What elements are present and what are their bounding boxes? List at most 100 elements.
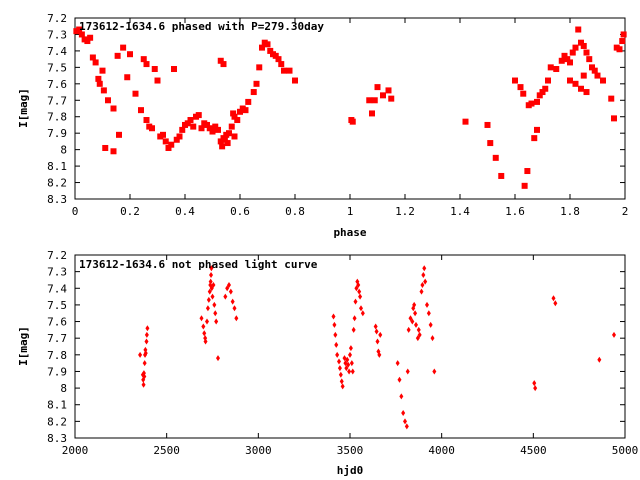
phased-data-point	[611, 115, 617, 122]
phased-x-tick-label: 0	[72, 205, 79, 218]
phased-x-tick-label: 1.4	[450, 205, 470, 218]
phased-y-tick-label: 8.3	[47, 193, 67, 206]
phased-data-point	[366, 97, 373, 104]
phased-data-point	[92, 59, 99, 66]
unphased-data-point	[419, 288, 424, 295]
unphased-data-point	[344, 365, 349, 372]
unphased-y-tick-label: 8.2	[47, 415, 67, 428]
phased-y-tick-label: 8.2	[47, 177, 67, 190]
unphased-data-point	[205, 318, 209, 325]
unphased-data-point	[397, 376, 402, 383]
unphased-data-points	[138, 265, 616, 430]
unphased-data-point	[353, 298, 358, 305]
phased-data-point	[184, 120, 191, 127]
phased-data-point	[237, 108, 243, 115]
phased-data-point	[542, 85, 549, 92]
unphased-data-point	[412, 301, 417, 308]
unphased-data-point	[230, 298, 235, 305]
phased-data-point	[165, 144, 172, 151]
phased-data-point	[591, 67, 598, 74]
phased-data-point	[578, 85, 584, 92]
phased-data-point	[567, 59, 573, 66]
unphased-x-tick-label: 5000	[612, 444, 639, 457]
unphased-data-point	[428, 321, 433, 328]
phased-data-point	[517, 84, 524, 91]
phased-data-point	[524, 168, 531, 175]
phased-data-point	[219, 143, 226, 150]
unphased-data-point	[209, 271, 214, 278]
unphased-data-point	[406, 326, 411, 333]
phased-data-point	[286, 67, 293, 74]
phased-data-point	[278, 61, 285, 68]
phased-data-point	[462, 118, 469, 125]
unphased-data-point	[348, 351, 352, 358]
unphased-x-tick-label: 4000	[428, 444, 455, 457]
phased-data-point	[226, 130, 232, 137]
unphased-data-point	[359, 305, 363, 312]
phased-data-point	[176, 133, 183, 140]
phased-data-point	[120, 44, 127, 51]
unphased-data-point	[340, 383, 345, 390]
phased-data-point	[96, 80, 103, 87]
unphased-data-point	[374, 328, 379, 335]
phased-data-point	[567, 77, 573, 84]
unphased-data-point	[597, 356, 602, 363]
phased-data-point	[371, 97, 378, 104]
unphased-data-point	[143, 350, 148, 357]
phased-data-point	[149, 125, 155, 132]
unphased-data-point	[199, 315, 204, 322]
unphased-data-point	[348, 345, 353, 352]
unphased-data-point	[404, 423, 409, 430]
phased-x-tick-label: 0.8	[285, 205, 305, 218]
unphased-x-tick-label: 2000	[62, 444, 89, 457]
unphased-y-tick-label: 7.8	[47, 349, 67, 362]
phased-data-point	[572, 44, 579, 51]
phased-data-point	[580, 42, 587, 49]
phased-y-tick-label: 7.5	[47, 61, 67, 74]
phased-data-point	[536, 92, 543, 99]
phased-data-point	[100, 87, 107, 94]
phased-data-point	[99, 67, 106, 74]
phased-data-point	[369, 110, 375, 117]
unphased-data-point	[408, 315, 413, 322]
phased-y-tick-label: 8.1	[47, 160, 67, 173]
unphased-data-point	[425, 301, 429, 308]
unphased-data-point	[144, 331, 149, 338]
phased-data-point	[569, 49, 576, 56]
phased-data-point	[84, 38, 91, 45]
phased-data-point	[127, 51, 133, 58]
phased-data-point	[558, 57, 565, 64]
phased-data-point	[242, 107, 249, 114]
phased-data-point	[521, 182, 528, 189]
phased-data-point	[259, 44, 265, 51]
unphased-data-point	[225, 285, 230, 292]
unphased-data-point	[205, 305, 210, 312]
unphased-data-point	[228, 288, 233, 295]
phased-data-point	[600, 77, 606, 84]
phased-data-point	[168, 141, 175, 148]
unphased-y-tick-label: 7.9	[47, 365, 67, 378]
unphased-data-point	[351, 326, 356, 333]
unphased-y-tick-label: 7.5	[47, 299, 67, 312]
unphased-data-point	[349, 360, 354, 367]
phased-data-point	[292, 77, 298, 84]
phased-data-point	[154, 77, 161, 84]
unphased-data-point	[375, 338, 380, 345]
phased-data-point	[583, 89, 590, 96]
unphased-data-point	[358, 293, 363, 300]
phased-data-point	[231, 133, 238, 140]
phased-data-point	[349, 118, 356, 125]
phased-data-point	[220, 61, 227, 68]
unphased-data-point	[373, 323, 378, 330]
phased-data-point	[230, 110, 237, 117]
phased-y-tick-label: 7.9	[47, 127, 67, 140]
unphased-data-point	[414, 321, 418, 328]
unphased-data-point	[357, 288, 362, 295]
unphased-data-point	[356, 281, 361, 288]
unphased-data-point	[227, 281, 231, 288]
phased-data-point	[87, 34, 94, 41]
phased-data-point	[388, 95, 395, 102]
phased-data-point	[264, 41, 271, 48]
phased-data-point	[245, 98, 252, 105]
unphased-data-point	[350, 368, 355, 375]
